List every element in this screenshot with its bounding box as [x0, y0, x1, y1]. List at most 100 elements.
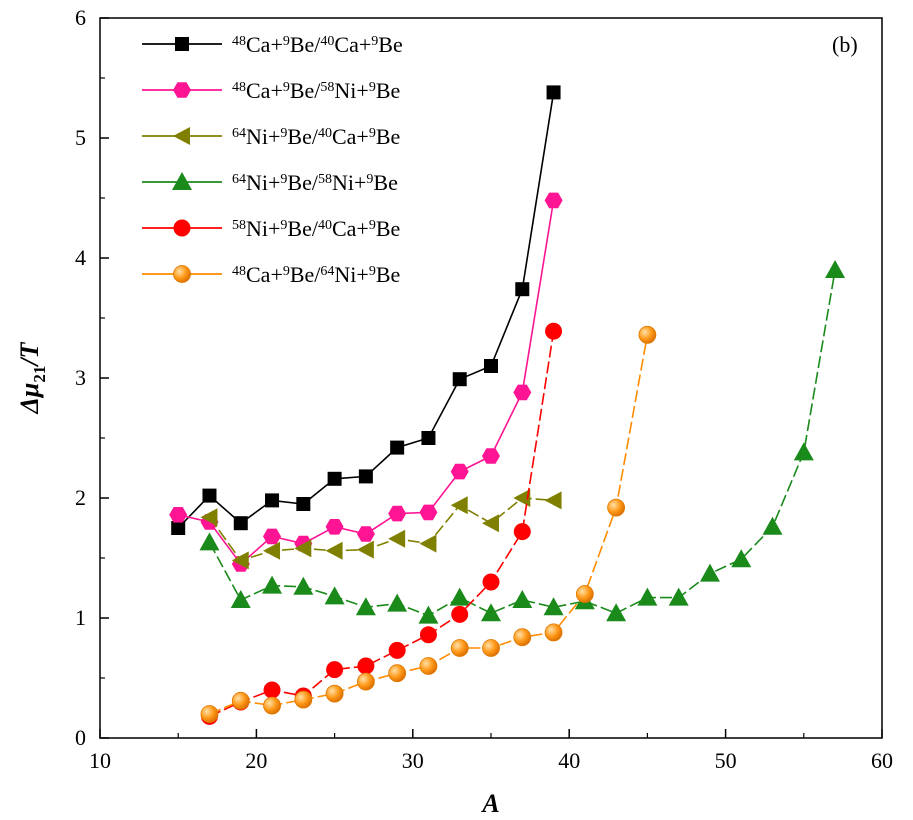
- legend-item: 48Ca+9Be/40Ca+9Be: [142, 32, 403, 57]
- data-point: [263, 681, 281, 699]
- data-point: [202, 488, 217, 503]
- data-point: [668, 587, 689, 606]
- data-point: [263, 541, 281, 560]
- data-point: [231, 691, 250, 710]
- data-point: [449, 587, 470, 606]
- series-5: [200, 325, 657, 723]
- data-point: [419, 534, 437, 553]
- legend-marker: [173, 219, 191, 237]
- legend-item: 58Ni+9Be/40Ca+9Be: [142, 216, 400, 241]
- y-tick-label: 6: [75, 5, 86, 30]
- data-point: [169, 507, 188, 523]
- series-3: [199, 260, 846, 624]
- legend-item: 64Ni+9Be/58Ni+9Be: [142, 170, 398, 195]
- data-point: [358, 469, 373, 484]
- data-point: [231, 551, 249, 570]
- panel-label: (b): [832, 32, 858, 57]
- series-0: [171, 85, 561, 535]
- data-point: [171, 521, 186, 535]
- data-point: [325, 541, 343, 560]
- data-point: [419, 657, 438, 675]
- legend-item: 48Ca+9Be/64Ni+9Be: [142, 262, 400, 287]
- data-point: [451, 605, 469, 623]
- series-line: [208, 497, 554, 562]
- plot-frame: [99, 17, 883, 739]
- data-point: [825, 260, 846, 278]
- y-axis-title-tail: /T: [15, 341, 44, 367]
- data-point: [262, 575, 283, 594]
- data-point: [388, 505, 407, 522]
- x-tick-label: 10: [89, 748, 111, 773]
- legend-label: 64Ni+9Be/58Ni+9Be: [232, 170, 398, 195]
- data-point: [450, 463, 469, 480]
- y-tick-label: 0: [75, 725, 86, 750]
- data-point: [543, 597, 564, 616]
- data-point: [418, 605, 439, 624]
- data-point: [513, 489, 531, 507]
- legend-label: 48Ca+9Be/40Ca+9Be: [232, 32, 403, 57]
- legend-marker: [173, 82, 191, 98]
- data-point: [325, 684, 344, 703]
- data-point: [327, 471, 342, 486]
- data-point: [230, 590, 251, 608]
- y-axis-title: Δμ21/T: [15, 341, 49, 414]
- data-point: [263, 528, 281, 545]
- x-tick-label: 20: [245, 748, 267, 773]
- data-point: [544, 491, 562, 510]
- data-point: [356, 540, 374, 559]
- data-point: [421, 431, 436, 445]
- data-point: [513, 628, 532, 647]
- data-point: [265, 493, 280, 508]
- legend: 48Ca+9Be/40Ca+9Be 48Ca+9Be/58Ni+9Be 64Ni+9…: [142, 32, 403, 287]
- legend-marker: [175, 37, 189, 51]
- data-point: [575, 585, 594, 603]
- data-point: [546, 85, 561, 100]
- y-axis-title-sub: 21: [30, 366, 49, 383]
- legend-label: 48Ca+9Be/64Ni+9Be: [232, 262, 400, 287]
- data-point: [296, 497, 311, 511]
- series-1: [169, 192, 563, 572]
- data-point: [326, 661, 344, 679]
- data-point: [293, 576, 314, 595]
- data-point: [482, 573, 500, 591]
- x-tick-label: 60: [871, 748, 893, 773]
- legend-marker: [173, 127, 190, 145]
- legend-label: 48Ca+9Be/58Ni+9Be: [232, 78, 400, 103]
- data-point: [199, 532, 220, 551]
- data-point: [544, 192, 563, 209]
- data-point: [355, 597, 376, 616]
- y-tick-label: 1: [75, 605, 86, 630]
- data-point: [481, 603, 501, 622]
- data-point: [356, 526, 375, 542]
- data-point: [607, 498, 626, 517]
- y-tick-label: 3: [75, 365, 86, 390]
- y-tick-label: 2: [75, 485, 86, 510]
- data-point: [762, 516, 783, 535]
- data-point: [388, 641, 406, 659]
- series-line: [177, 92, 555, 529]
- data-point: [200, 508, 218, 527]
- data-point: [544, 623, 563, 642]
- series-layer: [169, 85, 846, 725]
- data-point: [387, 593, 408, 612]
- data-point: [233, 516, 248, 531]
- data-point: [324, 586, 345, 605]
- data-point: [419, 626, 437, 644]
- y-tick-label: 4: [75, 245, 86, 270]
- series-2: [200, 489, 562, 570]
- data-point: [515, 282, 530, 297]
- data-point: [513, 384, 532, 401]
- data-point: [793, 442, 814, 461]
- data-point: [263, 696, 281, 715]
- data-point: [294, 690, 313, 709]
- data-point: [452, 372, 467, 387]
- data-point: [419, 504, 438, 521]
- data-point: [699, 563, 720, 582]
- data-point: [200, 705, 219, 723]
- data-point: [482, 514, 499, 533]
- data-point: [388, 664, 407, 683]
- legend-item: 64Ni+9Be/40Ca+9Be: [142, 124, 400, 149]
- data-point: [450, 639, 469, 657]
- axes: 10 20 30 40 50 60 0 1 2 3 4 5 6: [75, 5, 893, 773]
